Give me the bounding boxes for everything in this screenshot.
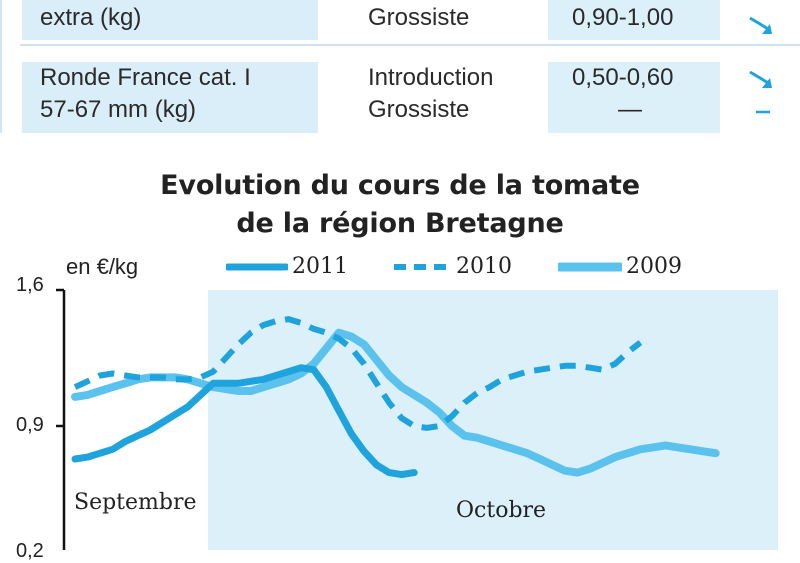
october-band xyxy=(208,290,778,550)
legend-label-2010: 2010 xyxy=(456,254,512,279)
table-left-border xyxy=(0,0,2,133)
trend-stable-icon xyxy=(756,110,770,114)
trend-down-icon xyxy=(749,70,772,88)
row1-price: 0,90-1,00 xyxy=(572,4,674,31)
row1-stage: Grossiste xyxy=(368,4,470,31)
row2-product-line2: 57-67 mm (kg) xyxy=(40,96,197,123)
y-axis-unit: en €/kg xyxy=(66,254,139,279)
legend-swatch-2009 xyxy=(558,262,622,272)
row2-product-line1: Ronde France cat. I xyxy=(40,64,251,91)
legend-swatch-2011 xyxy=(226,263,288,271)
series-line-2011 xyxy=(71,364,418,479)
row2-price-line1: 0,50-0,60 xyxy=(572,64,674,91)
row1-price-bg xyxy=(548,0,720,40)
series-line-2010 xyxy=(73,316,643,431)
row2-price-bg xyxy=(548,62,720,133)
row1-product-bg xyxy=(22,0,318,40)
chart-title-line1: Evolution du cours de la tomate xyxy=(160,170,640,201)
trend-down-icon xyxy=(749,16,772,34)
month-label-september: Septembre xyxy=(74,490,197,515)
legend-swatch-2010 xyxy=(394,264,448,270)
y-tick-label-top: 1,6 xyxy=(16,274,44,296)
line-chart xyxy=(56,288,778,550)
row2-product-bg xyxy=(22,62,318,133)
row2-stage-line1: Introduction xyxy=(368,64,494,91)
chart-title-line2: de la région Bretagne xyxy=(236,208,564,239)
row2-stage-line2: Grossiste xyxy=(368,96,470,123)
legend-label-2011: 2011 xyxy=(292,254,348,279)
y-tick-label-mid: 0,9 xyxy=(16,414,44,436)
table-row-divider xyxy=(20,44,800,46)
row2-price-line2: — xyxy=(618,96,642,123)
month-label-october: Octobre xyxy=(456,498,547,523)
price-table: extra (kg) Grossiste 0,90-1,00 Ronde Fra… xyxy=(0,0,800,133)
legend-label-2009: 2009 xyxy=(626,254,682,279)
row1-product: extra (kg) xyxy=(40,4,142,31)
